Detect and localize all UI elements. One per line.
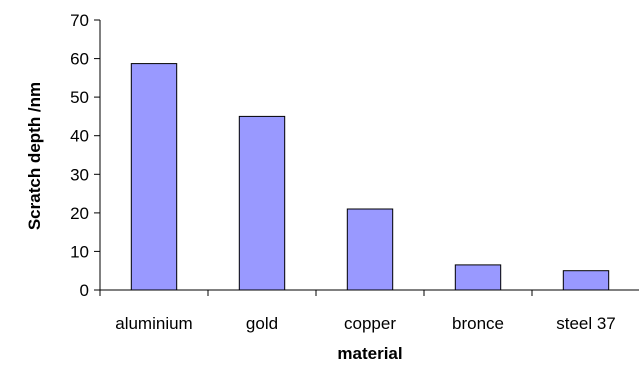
x-tick-label: bronce [452, 314, 504, 333]
bar-gold [238, 115, 286, 291]
y-ticks-layer: 0 10 20 30 40 50 60 70 [70, 11, 100, 300]
bar-aluminium [130, 63, 178, 291]
bar-bronce [454, 264, 502, 291]
x-tick-label: gold [246, 314, 278, 333]
y-tick-label: 60 [70, 50, 89, 69]
bar-copper [346, 208, 394, 291]
y-tick-label: 50 [70, 88, 89, 107]
bars-layer [130, 63, 610, 291]
y-tick-label: 70 [70, 11, 89, 30]
y-tick-label: 20 [70, 204, 89, 223]
x-tick-label: copper [344, 314, 396, 333]
x-tick-label: steel 37 [556, 314, 616, 333]
x-tick-label: aluminium [115, 314, 192, 333]
y-tick-label: 40 [70, 127, 89, 146]
bar-steel-37 [562, 270, 610, 291]
x-tick-labels-layer: aluminium gold copper bronce steel 37 [115, 314, 616, 333]
y-axis-title: Scratch depth /nm [25, 82, 44, 230]
y-tick-label: 30 [70, 165, 89, 184]
y-tick-label: 10 [70, 242, 89, 261]
axes-layer [99, 20, 639, 296]
x-axis-title: material [337, 344, 402, 363]
y-tick-label: 0 [80, 281, 89, 300]
